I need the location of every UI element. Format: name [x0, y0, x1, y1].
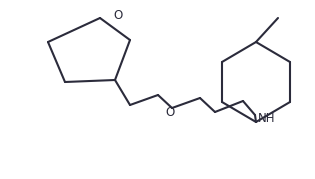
- Text: O: O: [113, 8, 123, 21]
- Text: NH: NH: [258, 112, 276, 125]
- Text: O: O: [165, 105, 175, 118]
